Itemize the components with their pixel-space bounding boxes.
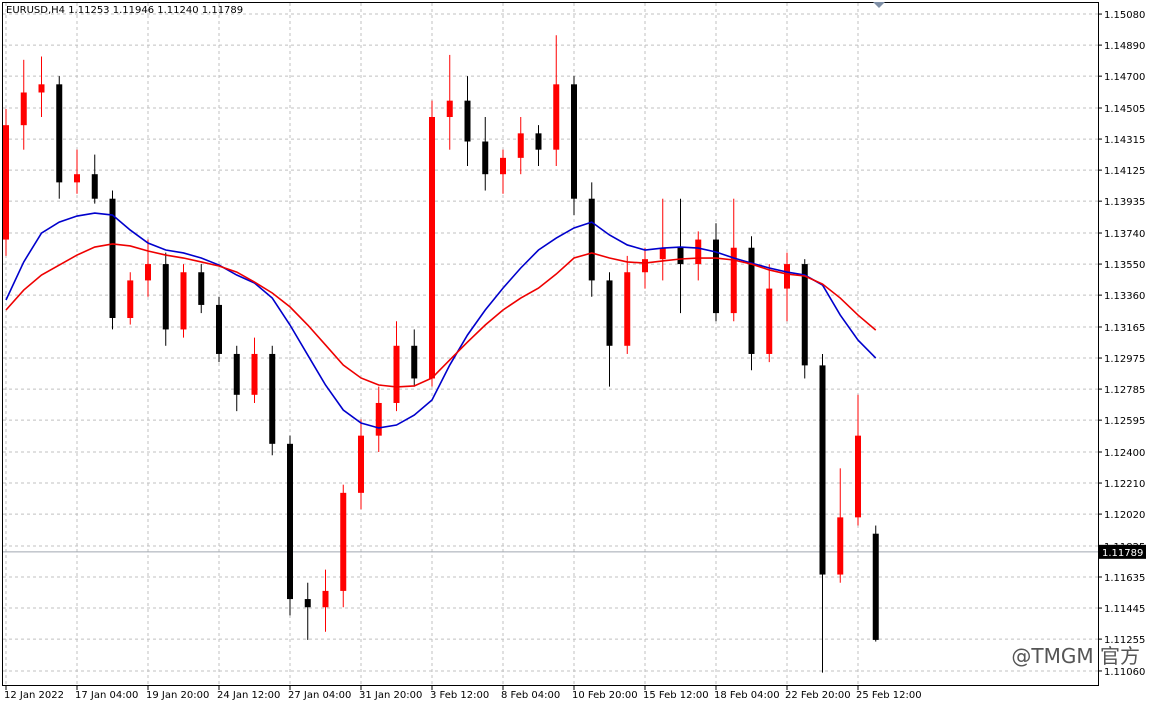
candle-body — [198, 272, 205, 305]
candle-body — [233, 353, 240, 395]
y-tick-label: 1.14125 — [1104, 166, 1145, 177]
candle-body — [3, 125, 9, 240]
y-tick-label: 1.11060 — [1104, 667, 1145, 678]
y-tick-label: 1.14890 — [1104, 41, 1145, 52]
candle-body — [713, 239, 719, 314]
watermark: @TMGM 官方 — [1011, 644, 1140, 668]
y-tick-label: 1.13360 — [1104, 291, 1145, 302]
candle-body — [517, 133, 524, 158]
x-tick-label: 10 Feb 20:00 — [572, 690, 638, 701]
x-tick-label: 25 Feb 12:00 — [856, 690, 922, 701]
x-tick-label: 12 Jan 2022 — [4, 690, 64, 701]
x-tick-label: 18 Feb 04:00 — [714, 690, 780, 701]
candle-body — [730, 247, 737, 314]
y-tick-label: 1.15080 — [1104, 10, 1145, 21]
candle-body — [677, 247, 684, 265]
candle-body — [659, 247, 666, 260]
candle-body — [429, 117, 435, 379]
candle-body — [837, 517, 844, 575]
current-price-box — [1098, 544, 1146, 559]
candle-body — [304, 599, 311, 608]
candle-body — [642, 259, 648, 273]
y-tick-label: 1.11635 — [1104, 573, 1145, 584]
candle-body — [482, 141, 489, 175]
candle-body — [216, 304, 222, 354]
candle-body — [162, 264, 169, 330]
x-tick-label: 17 Jan 04:00 — [75, 690, 138, 701]
candle-body — [145, 264, 151, 281]
candle-body — [269, 353, 276, 444]
candle-body — [553, 84, 560, 150]
y-tick-label: 1.12975 — [1104, 354, 1145, 365]
y-tick-label: 1.13550 — [1104, 260, 1145, 271]
candle-body — [606, 280, 613, 346]
current-price-label: 1.11789 — [1102, 548, 1143, 559]
scroll-marker — [873, 2, 885, 8]
candle-body — [127, 280, 134, 318]
x-tick-label: 22 Feb 20:00 — [785, 690, 851, 701]
candle-body — [340, 492, 347, 591]
candle-body — [411, 345, 418, 379]
plot-border — [2, 2, 1099, 686]
candle-body — [287, 443, 293, 600]
x-tick-label: 27 Jan 04:00 — [288, 690, 351, 701]
x-tick-label: 24 Jan 12:00 — [217, 690, 280, 701]
y-tick-label: 1.13165 — [1104, 323, 1145, 334]
x-tick-label: 8 Feb 04:00 — [501, 690, 560, 701]
candle-body — [91, 174, 98, 199]
candle-body — [695, 239, 702, 265]
chart-title: EURUSD,H4 1.11253 1.11946 1.11240 1.1178… — [6, 5, 243, 16]
x-tick-label: 31 Jan 20:00 — [359, 690, 422, 701]
candle-body — [20, 92, 27, 126]
candle-body — [748, 247, 755, 354]
candle-body — [784, 264, 790, 289]
candle-body — [535, 133, 542, 150]
candle-body — [801, 264, 808, 366]
candle-body — [766, 288, 773, 354]
moving-average-line — [5, 243, 877, 388]
candle-body — [38, 84, 45, 93]
y-tick-label: 1.12785 — [1104, 385, 1145, 396]
candle-body — [251, 353, 258, 395]
candle-body — [375, 402, 382, 436]
y-tick-label: 1.13935 — [1104, 197, 1145, 208]
x-tick-label: 19 Jan 20:00 — [146, 690, 209, 701]
y-tick-label: 1.12210 — [1104, 479, 1145, 490]
y-tick-label: 1.12595 — [1104, 416, 1145, 427]
candle-body — [500, 157, 506, 175]
y-tick-label: 1.12020 — [1104, 510, 1145, 521]
x-tick-label: 3 Feb 12:00 — [430, 690, 489, 701]
y-tick-label: 1.14505 — [1104, 104, 1145, 115]
y-tick-label: 1.11255 — [1104, 635, 1145, 646]
candle-body — [393, 345, 400, 403]
y-tick-label: 1.14315 — [1104, 135, 1145, 146]
candle-body — [56, 84, 63, 183]
y-tick-label: 1.12400 — [1104, 448, 1145, 459]
candle-body — [446, 100, 453, 118]
moving-average-line — [5, 212, 877, 429]
candle-body — [180, 272, 187, 330]
candle-body — [855, 435, 861, 518]
candle-body — [464, 100, 471, 142]
candle-body — [358, 435, 364, 493]
candle-body — [872, 533, 879, 640]
candle-body — [74, 174, 80, 183]
candle-body — [624, 272, 631, 346]
candle-body — [588, 198, 595, 281]
candle-body — [109, 198, 116, 318]
y-tick-label: 1.13740 — [1104, 229, 1145, 240]
candle-body — [322, 590, 329, 608]
candle-body — [819, 365, 826, 575]
x-tick-label: 15 Feb 12:00 — [643, 690, 709, 701]
y-tick-label: 1.14700 — [1104, 72, 1145, 83]
y-tick-label: 1.11445 — [1104, 604, 1145, 615]
candle-body — [571, 84, 577, 199]
